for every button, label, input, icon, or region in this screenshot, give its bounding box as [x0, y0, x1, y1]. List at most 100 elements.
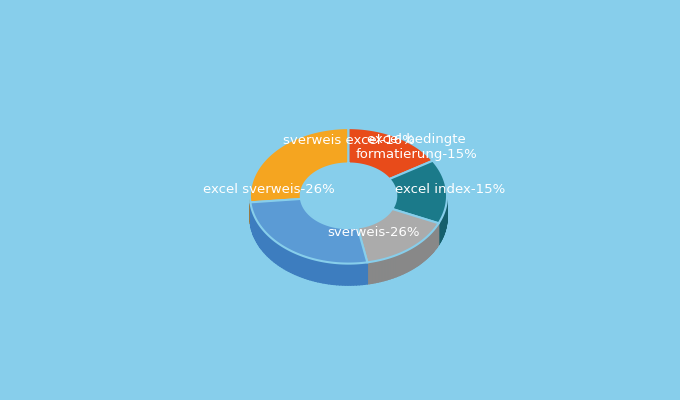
Polygon shape — [396, 255, 397, 277]
Polygon shape — [311, 216, 313, 239]
Polygon shape — [318, 260, 320, 282]
Polygon shape — [367, 262, 369, 284]
Polygon shape — [256, 219, 257, 242]
Polygon shape — [310, 258, 313, 280]
Polygon shape — [259, 224, 260, 248]
Polygon shape — [253, 212, 254, 235]
PathPatch shape — [250, 199, 367, 264]
Polygon shape — [345, 264, 348, 285]
Polygon shape — [255, 217, 256, 241]
Polygon shape — [328, 262, 331, 284]
Polygon shape — [411, 248, 412, 270]
Polygon shape — [263, 230, 265, 253]
Polygon shape — [417, 244, 418, 266]
Polygon shape — [384, 258, 386, 280]
Polygon shape — [436, 226, 437, 249]
Polygon shape — [421, 241, 422, 263]
Polygon shape — [408, 249, 409, 271]
Polygon shape — [254, 216, 255, 239]
Polygon shape — [328, 225, 330, 247]
Polygon shape — [316, 260, 318, 282]
Polygon shape — [318, 221, 320, 243]
Polygon shape — [309, 214, 310, 236]
Polygon shape — [323, 223, 324, 245]
Polygon shape — [429, 234, 430, 256]
Polygon shape — [378, 260, 379, 282]
Polygon shape — [364, 262, 367, 284]
Polygon shape — [313, 218, 314, 240]
Polygon shape — [310, 215, 311, 237]
Polygon shape — [351, 228, 352, 250]
Polygon shape — [300, 255, 303, 277]
Polygon shape — [370, 224, 371, 246]
Polygon shape — [327, 225, 328, 247]
Polygon shape — [280, 244, 282, 268]
Polygon shape — [388, 258, 389, 280]
Polygon shape — [397, 254, 398, 276]
Polygon shape — [386, 258, 388, 280]
Polygon shape — [314, 218, 316, 241]
Polygon shape — [336, 227, 337, 249]
Polygon shape — [347, 228, 348, 250]
Polygon shape — [405, 250, 407, 273]
Polygon shape — [339, 228, 340, 249]
Polygon shape — [316, 220, 318, 242]
Polygon shape — [343, 228, 344, 250]
Text: excel index-15%: excel index-15% — [395, 183, 505, 196]
Polygon shape — [407, 250, 408, 272]
Polygon shape — [313, 259, 316, 281]
Polygon shape — [361, 227, 362, 248]
Polygon shape — [355, 228, 356, 250]
Polygon shape — [356, 263, 359, 285]
Polygon shape — [288, 250, 290, 272]
Polygon shape — [326, 224, 327, 246]
Polygon shape — [415, 245, 417, 267]
Polygon shape — [390, 257, 392, 279]
Polygon shape — [341, 228, 343, 250]
Polygon shape — [412, 247, 413, 269]
Polygon shape — [437, 224, 438, 247]
Polygon shape — [394, 255, 396, 277]
Polygon shape — [431, 232, 432, 254]
Polygon shape — [424, 238, 425, 261]
Polygon shape — [352, 228, 354, 250]
Polygon shape — [322, 222, 323, 245]
Polygon shape — [273, 239, 274, 262]
Polygon shape — [282, 246, 284, 269]
Polygon shape — [413, 246, 414, 269]
Polygon shape — [432, 230, 433, 253]
Polygon shape — [419, 242, 420, 265]
PathPatch shape — [250, 128, 348, 202]
Polygon shape — [414, 246, 415, 268]
Polygon shape — [340, 228, 341, 249]
Polygon shape — [425, 238, 426, 260]
Polygon shape — [307, 258, 310, 280]
Polygon shape — [364, 226, 365, 248]
Polygon shape — [334, 263, 337, 285]
Polygon shape — [266, 233, 267, 256]
Polygon shape — [401, 252, 403, 274]
Polygon shape — [331, 262, 334, 284]
Polygon shape — [381, 259, 383, 281]
Polygon shape — [276, 242, 278, 265]
Polygon shape — [305, 257, 307, 279]
Polygon shape — [377, 260, 378, 282]
Polygon shape — [389, 257, 390, 279]
Polygon shape — [368, 225, 369, 247]
Polygon shape — [427, 236, 428, 258]
Text: excel bedingte
formatierung-15%: excel bedingte formatierung-15% — [356, 132, 477, 160]
Polygon shape — [373, 261, 375, 283]
Polygon shape — [334, 226, 335, 248]
Polygon shape — [433, 229, 435, 252]
Polygon shape — [362, 263, 364, 284]
Polygon shape — [403, 252, 404, 274]
Polygon shape — [369, 262, 371, 284]
Polygon shape — [393, 256, 394, 278]
Polygon shape — [426, 236, 427, 259]
Polygon shape — [359, 227, 360, 249]
Polygon shape — [331, 226, 333, 248]
Polygon shape — [367, 225, 368, 247]
Polygon shape — [324, 224, 325, 246]
Polygon shape — [258, 223, 259, 246]
Polygon shape — [366, 226, 367, 248]
